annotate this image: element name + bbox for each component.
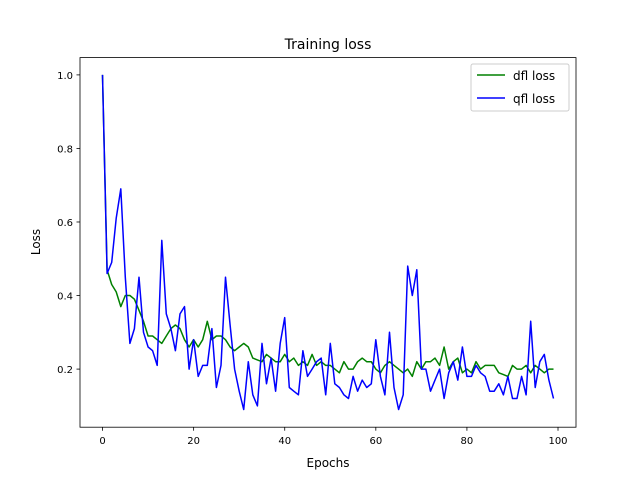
legend-label-qfl: qfl loss — [513, 92, 555, 106]
chart-title: Training loss — [284, 37, 372, 53]
x-tick-label: 0 — [99, 436, 105, 447]
x-tick-label: 20 — [187, 436, 200, 447]
y-tick-label: 0.4 — [57, 292, 73, 303]
y-tick-label: 0.2 — [57, 365, 73, 376]
y-tick-label: 0.6 — [57, 218, 73, 229]
x-tick-label: 60 — [369, 436, 382, 447]
axes-frame — [79, 57, 577, 428]
legend: dfl loss qfl loss — [470, 63, 570, 112]
y-tick-label: 1.0 — [57, 71, 73, 82]
series-line-qfl-loss — [101, 74, 555, 411]
y-tick-label: 0.8 — [57, 144, 73, 155]
x-axis-label: Epochs — [307, 456, 350, 470]
x-tick-label: 40 — [278, 436, 291, 447]
x-tick-label: 100 — [548, 436, 567, 447]
x-tick-label: 80 — [461, 436, 474, 447]
y-axis-label: Loss — [29, 229, 43, 255]
legend-label-dfl: dfl loss — [513, 69, 555, 83]
